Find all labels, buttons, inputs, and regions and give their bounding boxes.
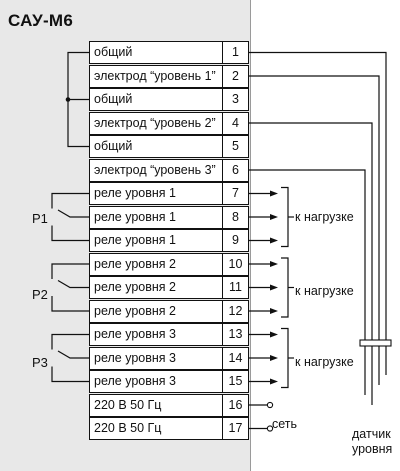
sensor-wire-electrode-3 [249,169,366,345]
terminal-number: 2 [222,65,249,88]
network-label: сеть [272,417,298,431]
arrow-head [270,237,278,244]
terminal-label: реле уровня 1 [89,182,223,205]
terminal-label: реле уровня 1 [89,206,223,229]
sensor-label-line2: уровня [352,442,393,456]
relay-contact-nc [51,366,89,383]
terminal-number: 14 [222,347,249,370]
terminal-number: 1 [222,41,249,64]
terminal-number: 5 [222,135,249,158]
terminal-number: 12 [222,300,249,323]
terminal-label: электрод “уровень 1” [89,65,223,88]
terminal-label: электрод “уровень 3” [89,159,223,182]
relay-contact-no [51,333,89,350]
terminal-label: общий [89,41,223,64]
load-label-2: к нагрузке [295,284,354,298]
load-bracket [281,257,289,318]
terminal-number: 16 [222,394,249,417]
terminal-label: реле уровня 2 [89,276,223,299]
terminal-number: 7 [222,182,249,205]
arrow-head [270,261,278,267]
sensor-wire-common [249,51,387,345]
terminal-number: 13 [222,323,249,346]
sensor-head [359,339,392,347]
terminal-label: реле уровня 2 [89,300,223,323]
relay-label-p2: Р2 [32,287,48,302]
terminal-label: реле уровня 1 [89,229,223,252]
terminal-label: общий [89,88,223,111]
terminal-label: 220 В 50 Гц [89,394,223,417]
terminal-number: 9 [222,229,249,252]
load-bracket [281,327,289,389]
terminal-label: 220 В 50 Гц [89,417,223,440]
arrow-head [270,214,278,220]
relay-label-p3: Р3 [32,355,48,370]
sensor-label-line1: датчик [352,427,391,441]
terminal-label: реле уровня 3 [89,370,223,393]
load-label-1: к нагрузке [295,210,354,224]
relay-contact-no [51,263,89,279]
terminal-number: 17 [222,417,249,440]
device-title: САУ-М6 [8,11,74,30]
relay-contact-nc [51,225,89,242]
relay-contact-nc [51,296,89,312]
sensor-wire-electrode-2 [249,122,373,345]
arrow-head [270,331,278,338]
terminal-label: реле уровня 2 [89,253,223,276]
load-label-3: к нагрузке [295,355,354,369]
terminal-label: общий [89,135,223,158]
relay-contact-common [57,279,89,289]
terminal-number: 4 [222,112,249,135]
relay-contact-no [51,192,89,209]
arrow-head [270,284,278,291]
arrow-head [270,355,278,361]
terminal-number: 11 [222,276,249,299]
mains-ring-16 [266,401,274,409]
terminal-label: электрод “уровень 2” [89,112,223,135]
terminal-number: 6 [222,159,249,182]
terminal-label: реле уровня 3 [89,323,223,346]
terminal-number: 10 [222,253,249,276]
arrow-head [270,190,278,197]
terminal-number: 15 [222,370,249,393]
terminal-number: 8 [222,206,249,229]
mains-ring-17 [266,425,274,432]
terminal-label: реле уровня 3 [89,347,223,370]
arrow-head [270,378,278,385]
load-bracket [281,186,289,248]
relay-contact-common [57,209,89,218]
arrow-head [270,308,278,314]
relay-contact-common [57,350,89,359]
terminal-number: 3 [222,88,249,111]
sensor-wire-electrode-1 [249,75,380,345]
common-junction-dot [65,97,71,102]
relay-label-p1: Р1 [32,211,48,226]
